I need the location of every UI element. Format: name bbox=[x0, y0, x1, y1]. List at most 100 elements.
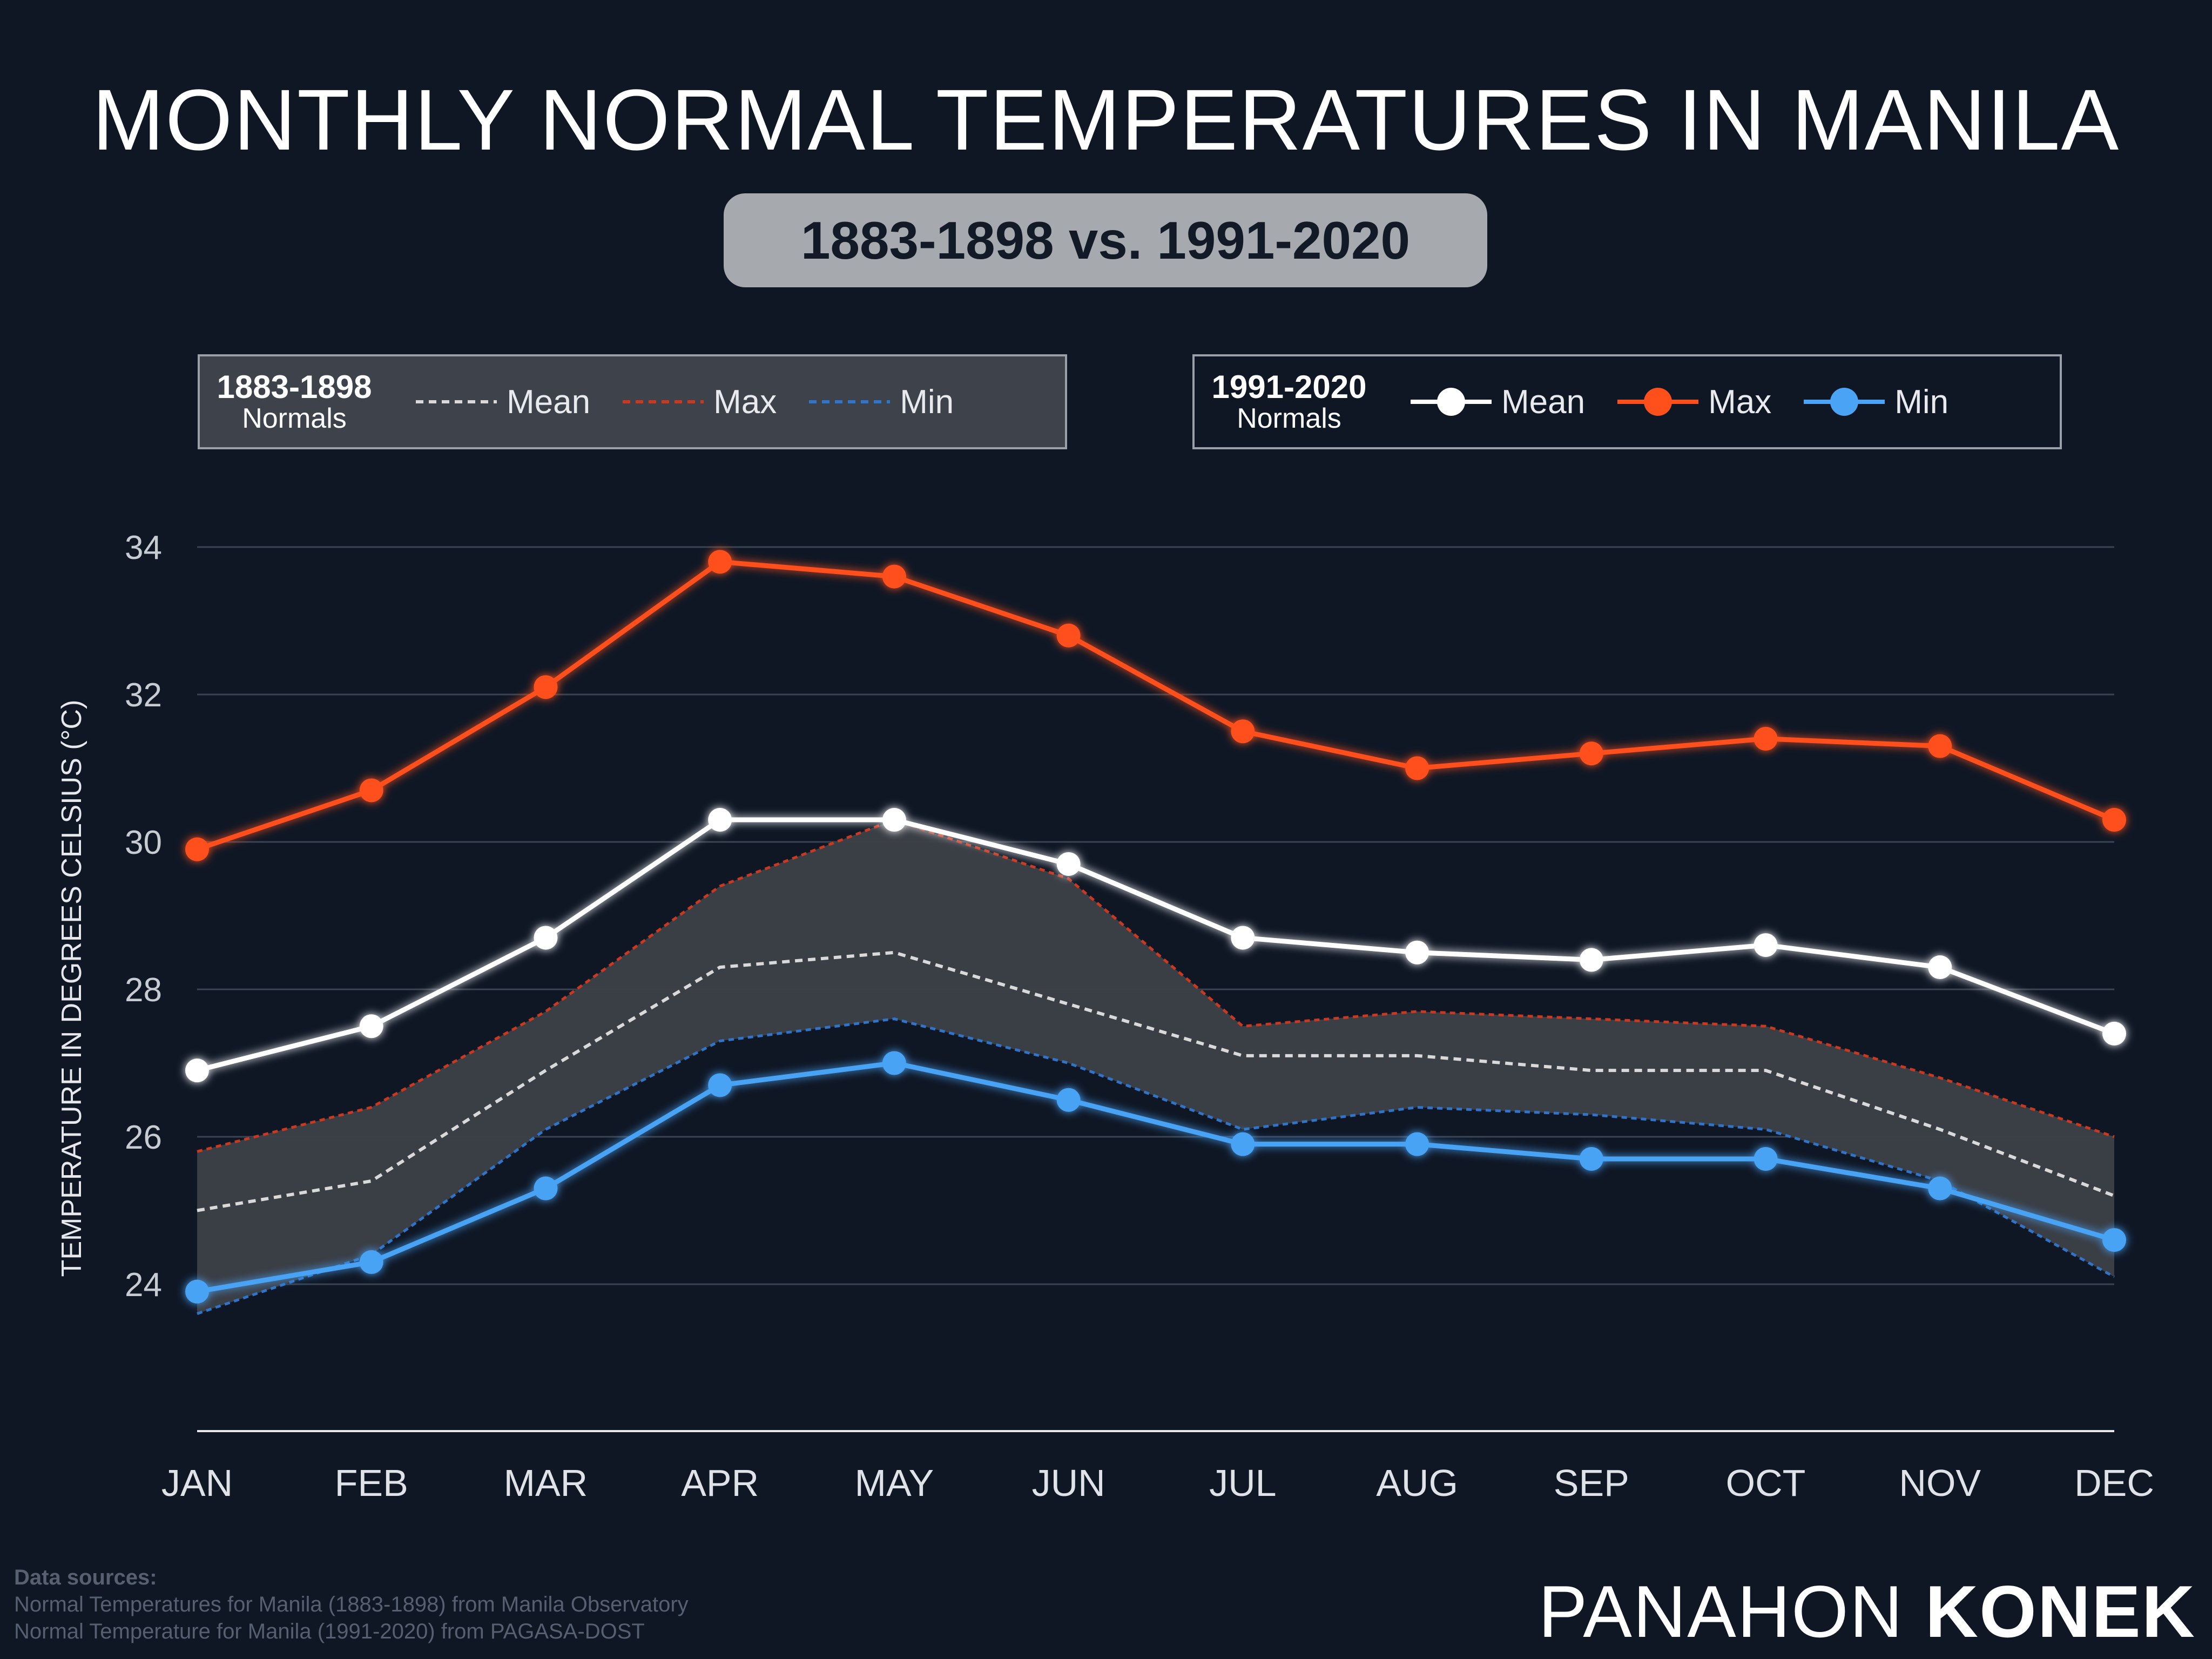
legend-old-label: Normals bbox=[242, 403, 347, 435]
brand-part-1: PANAHON bbox=[1538, 1570, 1925, 1653]
marker-line-max-icon bbox=[1617, 388, 1699, 416]
point-1991-2020-max-aug bbox=[1405, 756, 1429, 780]
y-tick-label-24: 24 bbox=[125, 1266, 162, 1304]
point-1991-2020-mean-jul bbox=[1231, 926, 1255, 950]
legend-old-period: 1883-1898 bbox=[217, 369, 372, 406]
legend-1991-2020: 1991-2020 Normals Mean Max Min bbox=[1192, 354, 2062, 449]
legend-1883-1898: 1883-1898 Normals Mean Max Min bbox=[198, 354, 1067, 449]
y-tick-label-34: 34 bbox=[125, 529, 162, 567]
point-1991-2020-max-feb bbox=[359, 778, 383, 802]
dotted-line-max-icon bbox=[623, 400, 704, 403]
x-tick-label-oct: OCT bbox=[1726, 1462, 1806, 1504]
legend-old-heading: 1883-1898 Normals bbox=[205, 370, 383, 434]
marker-line-mean-icon bbox=[1411, 388, 1492, 416]
legend-new-min-label: Min bbox=[1894, 383, 1949, 421]
source-line-1: Normal Temperatures for Manila (1883-189… bbox=[14, 1593, 689, 1616]
point-1991-2020-mean-oct bbox=[1754, 933, 1778, 957]
point-1991-2020-mean-jan bbox=[185, 1058, 209, 1083]
y-tick-label-32: 32 bbox=[125, 677, 162, 714]
series-1991-2020-mean bbox=[185, 808, 2126, 1083]
x-tick-label-apr: APR bbox=[681, 1462, 759, 1504]
dotted-line-min-icon bbox=[809, 400, 891, 403]
old-normals-range-band bbox=[197, 820, 2114, 1314]
y-tick-label-28: 28 bbox=[125, 972, 162, 1009]
y-axis-label: TEMPERATURE IN DEGREES CELSIUS (°C) bbox=[56, 700, 87, 1277]
point-1991-2020-max-jan bbox=[185, 837, 209, 861]
point-1991-2020-mean-feb bbox=[359, 1014, 383, 1038]
legend-old-max: Max bbox=[623, 383, 777, 421]
y-tick-label-30: 30 bbox=[125, 824, 162, 861]
point-1991-2020-min-oct bbox=[1754, 1147, 1778, 1171]
x-tick-label-dec: DEC bbox=[2074, 1462, 2154, 1504]
point-1991-2020-min-jun bbox=[1056, 1088, 1081, 1112]
legend-old-mean: Mean bbox=[416, 383, 590, 421]
x-tick-label-jul: JUL bbox=[1209, 1462, 1276, 1504]
point-1991-2020-mean-may bbox=[882, 808, 906, 832]
legend-old-min-label: Min bbox=[900, 383, 954, 421]
legend-old-min: Min bbox=[809, 383, 954, 421]
point-1991-2020-min-nov bbox=[1928, 1176, 1952, 1201]
legend-new-heading: 1991-2020 Normals bbox=[1200, 370, 1378, 434]
point-1991-2020-max-dec bbox=[2102, 808, 2126, 832]
y-tick-label-26: 26 bbox=[125, 1119, 162, 1156]
point-1991-2020-mean-apr bbox=[708, 808, 732, 832]
point-1991-2020-min-jul bbox=[1231, 1132, 1255, 1156]
point-1991-2020-max-mar bbox=[534, 675, 558, 699]
point-1991-2020-min-apr bbox=[708, 1073, 732, 1097]
point-1991-2020-max-may bbox=[882, 564, 906, 589]
series-1883-1898-max bbox=[197, 818, 2115, 1153]
x-tick-label-may: MAY bbox=[855, 1462, 934, 1504]
subtitle-text: 1883-1898 vs. 1991-2020 bbox=[800, 210, 1410, 270]
point-1991-2020-mean-dec bbox=[2102, 1021, 2126, 1046]
legend-new-period: 1991-2020 bbox=[1211, 369, 1367, 406]
point-1991-2020-min-jan bbox=[185, 1279, 209, 1304]
dotted-line-mean-icon bbox=[416, 400, 497, 403]
sources-heading: Data sources: bbox=[14, 1566, 157, 1589]
x-tick-label-feb: FEB bbox=[335, 1462, 408, 1504]
legend-new-max: Max bbox=[1617, 383, 1771, 421]
legend-new-mean: Mean bbox=[1411, 383, 1585, 421]
point-1991-2020-max-apr bbox=[708, 550, 732, 574]
data-sources: Data sources: Normal Temperatures for Ma… bbox=[14, 1564, 689, 1645]
series-1883-1898-min bbox=[197, 1017, 2115, 1315]
series-1991-2020-min-line bbox=[197, 1061, 2115, 1294]
point-1991-2020-max-nov bbox=[1928, 734, 1952, 758]
series-1991-2020-max-line bbox=[196, 559, 2115, 852]
point-1991-2020-min-sep bbox=[1579, 1147, 1603, 1171]
point-1991-2020-mean-aug bbox=[1405, 940, 1429, 965]
point-1991-2020-min-aug bbox=[1405, 1132, 1429, 1156]
point-1991-2020-min-feb bbox=[359, 1250, 383, 1274]
legend-new-max-label: Max bbox=[1708, 383, 1772, 421]
x-tick-label-jun: JUN bbox=[1032, 1462, 1105, 1504]
legend-old-mean-label: Mean bbox=[507, 383, 591, 421]
x-tick-label-sep: SEP bbox=[1554, 1462, 1629, 1504]
series-1991-2020-max bbox=[185, 550, 2126, 861]
point-1991-2020-max-jul bbox=[1231, 719, 1255, 744]
point-1991-2020-mean-sep bbox=[1579, 948, 1603, 972]
point-1991-2020-max-sep bbox=[1579, 741, 1603, 766]
subtitle-badge: 1883-1898 vs. 1991-2020 bbox=[724, 193, 1487, 287]
series-1991-2020-min bbox=[185, 1051, 2126, 1304]
point-1991-2020-mean-jun bbox=[1056, 852, 1081, 876]
source-line-2: Normal Temperature for Manila (1991-2020… bbox=[14, 1620, 645, 1643]
point-1991-2020-mean-mar bbox=[534, 926, 558, 950]
x-tick-label-nov: NOV bbox=[1899, 1462, 1981, 1504]
point-1991-2020-max-oct bbox=[1754, 726, 1778, 751]
series-1883-1898-mean bbox=[197, 950, 2115, 1212]
chart-title: MONTHLY NORMAL TEMPERATURES IN MANILA bbox=[92, 71, 2120, 168]
marker-line-min-icon bbox=[1804, 388, 1885, 416]
brand-logo: PANAHON KONEK bbox=[1539, 1569, 2196, 1654]
point-1991-2020-min-may bbox=[882, 1051, 906, 1075]
x-tick-label-jan: JAN bbox=[161, 1462, 233, 1504]
x-tick-label-aug: AUG bbox=[1376, 1462, 1458, 1504]
x-tick-label-mar: MAR bbox=[504, 1462, 588, 1504]
legend-old-max-label: Max bbox=[713, 383, 777, 421]
point-1991-2020-mean-nov bbox=[1928, 955, 1952, 980]
point-1991-2020-min-dec bbox=[2102, 1228, 2126, 1252]
series-1991-2020-mean-line bbox=[196, 817, 2115, 1073]
point-1991-2020-min-mar bbox=[534, 1176, 558, 1201]
brand-part-2: KONEK bbox=[1925, 1570, 2196, 1653]
legend-new-label: Normals bbox=[1237, 403, 1341, 435]
legend-new-mean-label: Mean bbox=[1501, 383, 1586, 421]
